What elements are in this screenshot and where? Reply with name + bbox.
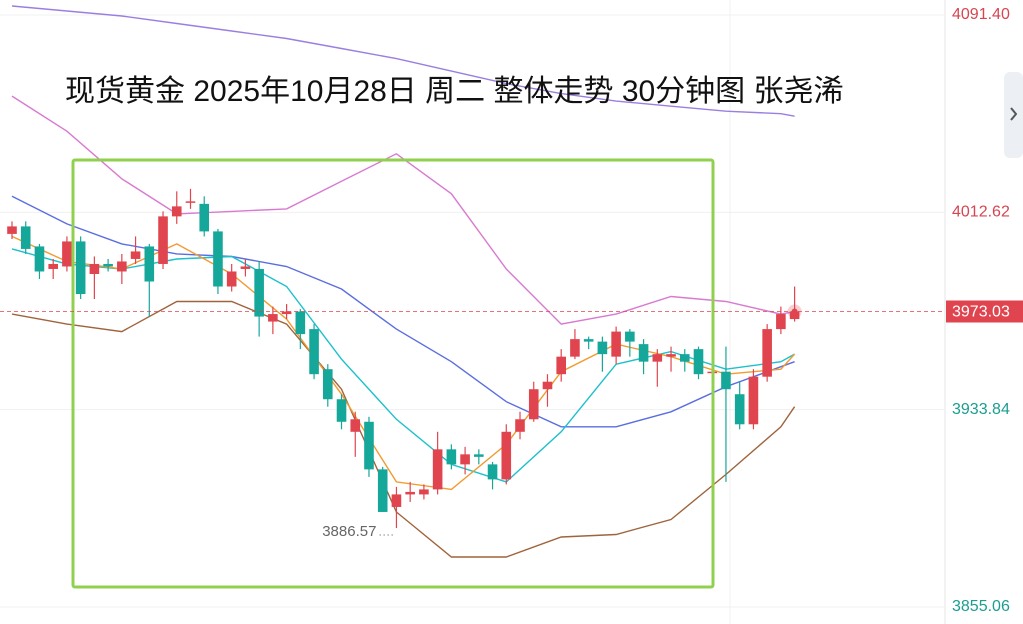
candle-body: [487, 464, 498, 480]
candle-body: [570, 339, 580, 357]
candle-body: [171, 206, 182, 217]
candle-body: [144, 246, 155, 282]
candle-body: [62, 241, 72, 267]
candle-body: [364, 421, 374, 470]
candle-body: [748, 376, 759, 425]
candle-body: [75, 241, 86, 295]
candle-body: [254, 268, 264, 317]
candle-body: [474, 454, 484, 457]
candle-body: [515, 419, 525, 432]
candle-body: [528, 389, 539, 420]
candle-body: [377, 469, 388, 512]
candle-body: [556, 356, 566, 375]
candle-body: [419, 489, 429, 495]
candle-body: [432, 449, 443, 490]
low-annotation: 3886.57: [322, 523, 376, 540]
candle-body: [625, 331, 635, 342]
toggle-icon: [1010, 107, 1018, 121]
candle-body: [734, 394, 745, 425]
y-tick-label: 3855.06: [952, 598, 1010, 615]
highlight-box: [71, 158, 715, 589]
candle-body: [679, 354, 690, 362]
candle-body: [48, 263, 58, 269]
candle-body: [185, 201, 196, 203]
y-tick-label: 4091.40: [952, 6, 1010, 23]
candle-body: [117, 261, 127, 272]
indicator-line: [11, 95, 795, 325]
candle-body: [597, 341, 608, 355]
candle-body: [309, 329, 319, 375]
candle-body: [446, 449, 457, 465]
candle-body: [322, 369, 333, 400]
candle-body: [460, 454, 470, 465]
candle-body: [240, 266, 251, 269]
candle-body: [652, 354, 663, 362]
indicator-line: [11, 5, 795, 117]
y-tick-label: 4012.62: [952, 204, 1010, 221]
candle-body: [226, 271, 237, 287]
candle-body: [693, 349, 704, 375]
candle-body: [762, 329, 772, 377]
candle-body: [281, 311, 292, 315]
candle-body: [7, 226, 17, 234]
last-price-label: 3973.03: [952, 304, 1010, 321]
candle-body: [501, 431, 512, 480]
candle-body: [721, 371, 731, 390]
side-panel-toggle[interactable]: [1004, 72, 1023, 158]
candle-body: [405, 491, 415, 495]
candle-body: [199, 203, 210, 232]
chart-title: 现货黄金 2025年10月28日 周二 整体走势 30分钟图 张尧浠: [65, 75, 844, 108]
candle-body: [583, 339, 594, 342]
candle-body: [336, 399, 347, 422]
indicator-line: [11, 248, 795, 483]
candle-body: [20, 226, 31, 249]
last-price-badge: [946, 300, 1023, 323]
candle-body: [89, 263, 100, 274]
candle-body: [103, 263, 113, 267]
candle-body: [638, 344, 649, 362]
indicator-line: [11, 235, 796, 491]
candle-body: [158, 216, 168, 264]
candle-body: [776, 314, 786, 330]
candle-body: [130, 251, 141, 259]
candle-body: [34, 246, 45, 272]
candle-body: [611, 331, 621, 357]
candle-body: [666, 354, 676, 357]
candle-body: [350, 419, 361, 432]
candle-body: [268, 314, 278, 322]
candle-body: [391, 494, 402, 507]
candle-body: [213, 231, 223, 287]
y-tick-label: 3933.84: [952, 401, 1010, 418]
last-price-dot: [791, 308, 798, 315]
candle-body: [542, 381, 553, 390]
candle-body: [295, 311, 306, 335]
indicator-line: [11, 300, 796, 558]
candle-body: [789, 311, 800, 320]
